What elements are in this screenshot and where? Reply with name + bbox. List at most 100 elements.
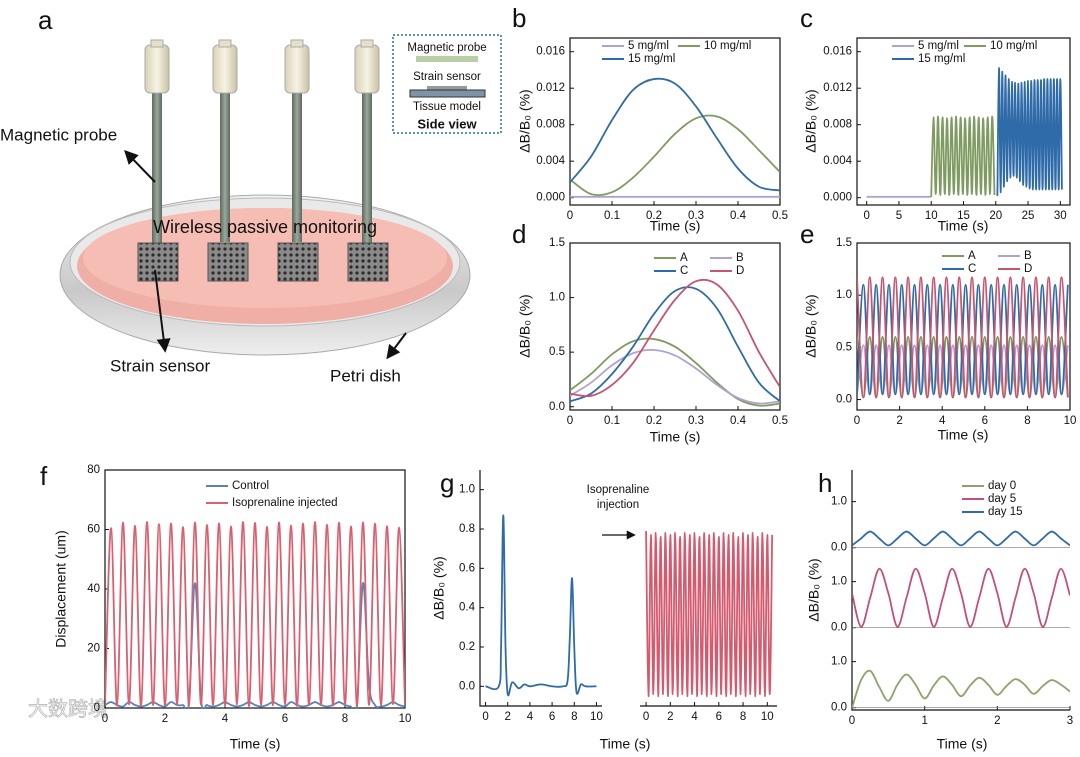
y-tick-label: 0.0: [459, 680, 475, 692]
y-tick-label: 40: [87, 583, 100, 595]
chart-e: 0 2 4 6 8 10 0.0 0.5 1.0 1.5 A B C De Time (s) ΔB/B₀ (%…: [800, 219, 1076, 443]
x-tick-label: 2: [505, 711, 511, 723]
data-line: [570, 114, 780, 197]
y-tick-label: 1.5: [836, 237, 852, 249]
x-tick-label: 6: [982, 415, 988, 427]
x-tick-label: 6: [716, 711, 722, 723]
data-line: [852, 530, 1070, 547]
legend-label: 5 mg/ml: [628, 40, 669, 52]
y-tick-label: 0.0: [831, 622, 847, 634]
x-tick-label: 0: [567, 210, 573, 222]
legend-label: day 15: [988, 506, 1023, 518]
legend-label: day 5: [988, 493, 1016, 505]
legend-label: 15 mg/ml: [628, 53, 675, 65]
x-tick-label: 1: [921, 715, 927, 727]
data-line: [996, 67, 1063, 196]
x-tick-label: 2: [896, 415, 902, 427]
x-tick-label: 0: [102, 713, 108, 725]
x-tick-label: 5: [896, 210, 902, 222]
chart-f: 0 2 4 6 8 10 0 20 40 60 80 Control Isoprenaline inje…: [40, 461, 411, 752]
legend-label: Isoprenaline injected: [232, 497, 338, 509]
x-tick-label: 0.3: [688, 415, 704, 427]
x-tick-label: 8: [342, 713, 348, 725]
panel-label: c: [800, 3, 813, 33]
y-tick-label: 0.004: [823, 155, 852, 167]
x-axis-label: Time (s): [937, 736, 988, 752]
monitor-label: Wireless passive monitoring: [153, 217, 377, 237]
y-tick-label: 0.5: [836, 341, 852, 353]
inset-item: Tissue model: [413, 101, 481, 113]
legend-label: B: [736, 252, 744, 264]
axis-line: [479, 470, 602, 707]
x-tick-label: 4: [691, 711, 698, 723]
y-tick-label: 0.0: [831, 702, 847, 714]
y-tick-label: 0.5: [549, 346, 565, 358]
data-line: [930, 115, 996, 197]
y-tick-label: 0.012: [536, 82, 565, 94]
x-tick-label: 8: [1024, 415, 1030, 427]
y-tick-label: 0.012: [823, 82, 852, 94]
legend-label: day 0: [988, 480, 1016, 492]
y-tick-label: 0.000: [536, 192, 565, 204]
x-axis-label: Time (s): [230, 736, 281, 752]
y-tick-label: 0.0: [836, 394, 852, 406]
legend-label: A: [968, 250, 976, 262]
data-line: [857, 344, 1069, 396]
watermark: 大数跨境: [28, 697, 108, 720]
plot-frame: [856, 242, 1071, 411]
y-tick-label: 1.0: [459, 484, 475, 496]
x-tick-label: 4: [939, 415, 946, 427]
y-tick-label: 0.8: [459, 523, 475, 535]
x-tick-label: 8: [571, 711, 577, 723]
y-tick-label: 1.0: [836, 289, 852, 301]
data-line: [570, 286, 780, 403]
y-tick-label: 80: [87, 464, 100, 476]
y-tick-label: 1.0: [831, 656, 847, 668]
panel-label: f: [40, 461, 48, 491]
y-tick-label: 0.0: [549, 401, 565, 413]
y-axis-label: Displacement (um): [53, 530, 69, 647]
data-line: [570, 337, 780, 407]
x-tick-label: 10: [399, 713, 412, 725]
x-tick-label: 6: [282, 713, 288, 725]
legend-label: Control: [232, 480, 269, 492]
y-tick-label: 60: [87, 524, 100, 536]
data-line: [105, 521, 405, 708]
dish-label: Petri dish: [330, 366, 401, 385]
legend-label: 5 mg/ml: [918, 40, 959, 52]
x-tick-label: 0: [567, 415, 573, 427]
annotation: Isoprenaline injection: [587, 484, 650, 511]
panel-label: e: [800, 219, 814, 249]
y-tick-label: 20: [87, 643, 100, 655]
data-line: [570, 77, 780, 192]
x-tick-label: 3: [1067, 715, 1073, 727]
x-axis-label: Time (s): [650, 218, 701, 234]
arrow: [386, 332, 407, 360]
x-tick-label: 10: [1064, 415, 1077, 427]
x-axis-label: Time (s): [600, 736, 651, 752]
legend-label: A: [680, 252, 688, 264]
y-axis-label: ΔB/B₀ (%): [431, 556, 447, 619]
x-axis-label: Time (s): [938, 427, 989, 443]
data-line: [485, 514, 597, 697]
x-tick-label: 0: [854, 415, 860, 427]
legend-label: 10 mg/ml: [704, 40, 751, 52]
y-tick-label: 0.008: [536, 119, 565, 131]
x-tick-label: 0.5: [772, 210, 788, 222]
legend-label: D: [736, 265, 744, 277]
inset-item: Magnetic probe: [407, 42, 486, 54]
y-tick-label: 0.4: [459, 602, 476, 614]
x-tick-label: 10: [925, 210, 938, 222]
sensors: [137, 242, 389, 282]
y-tick-label: 0.016: [536, 46, 565, 58]
chart-c: 0 5 10 15 20 25 30 0.000 0.004 0.008 0.012 0.016 5 m…: [800, 3, 1071, 234]
x-tick-label: 4: [222, 713, 229, 725]
x-tick-label: 6: [549, 711, 555, 723]
data-line: [857, 276, 1069, 399]
y-tick-label: 0.008: [823, 119, 852, 131]
y-tick-label: 0.004: [536, 155, 565, 167]
legend-label: C: [680, 265, 688, 277]
inset-item: Strain sensor: [413, 71, 481, 83]
